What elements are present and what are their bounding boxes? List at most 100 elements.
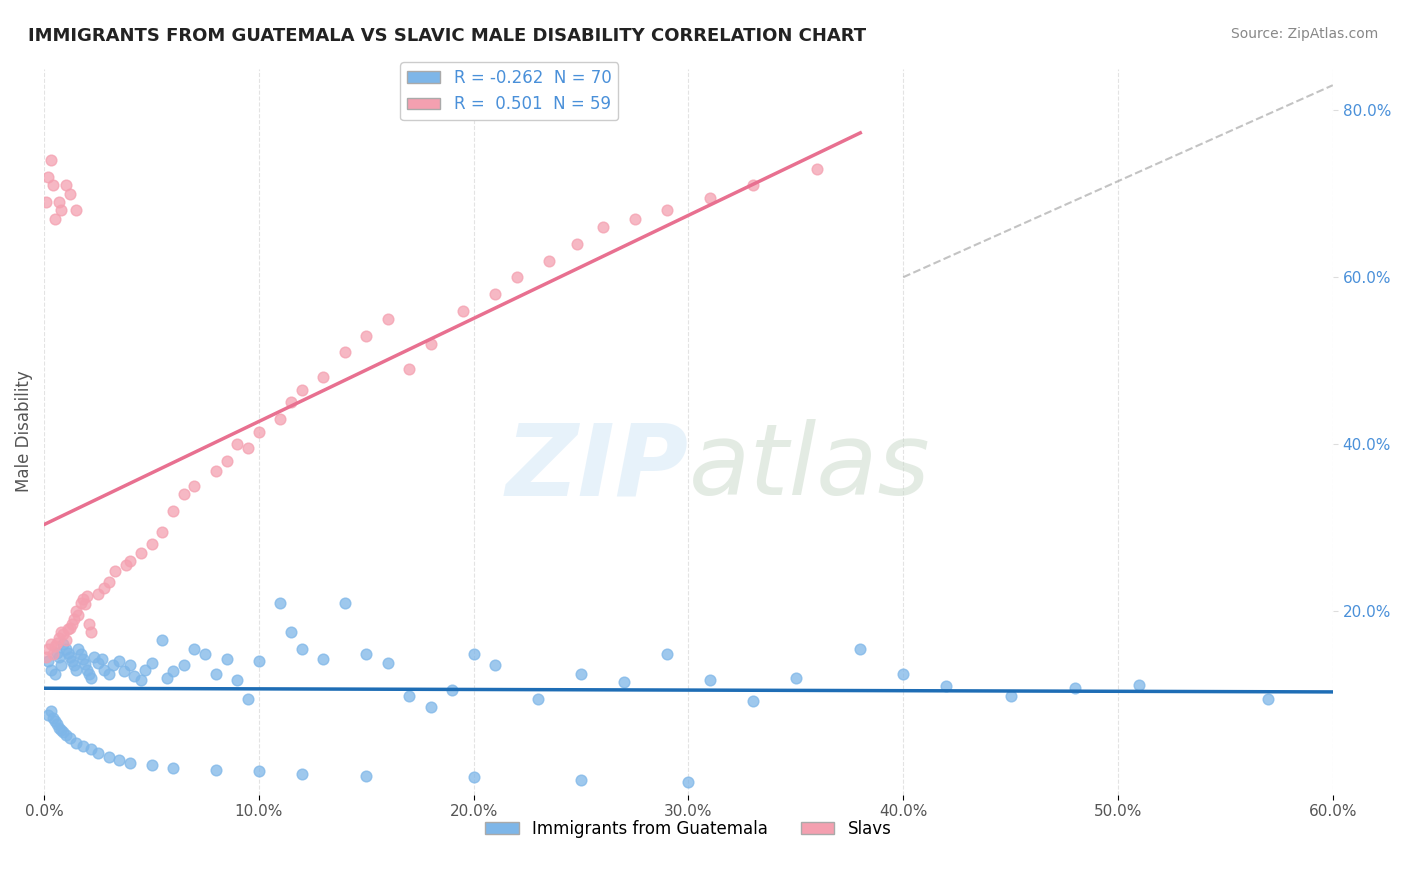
Point [377,656,399,670]
Point [162,664,184,678]
Point [205,666,228,681]
Point [205,464,228,478]
Point [269,596,291,610]
Point [51,658,73,673]
Point [226,673,249,687]
Point [162,761,184,775]
Point [52,725,75,739]
Point [236,691,259,706]
Point [655,203,678,218]
Point [505,270,527,285]
Point [44,666,66,681]
Point [39,663,62,677]
Point [849,641,872,656]
Point [44,639,66,653]
Point [806,161,828,176]
Point [48,650,70,665]
Point [333,345,356,359]
Point [1128,677,1150,691]
Point [69,648,91,662]
Point [312,370,335,384]
Point [741,178,763,193]
Point [46,716,69,731]
Point [463,770,485,784]
Point [134,663,156,677]
Point [59,731,82,745]
Point [67,641,90,656]
Point [451,303,474,318]
Point [72,652,94,666]
Point [280,624,302,639]
Point [44,714,66,729]
Point [194,648,217,662]
Point [76,589,98,603]
Point [150,633,173,648]
Text: IMMIGRANTS FROM GUATEMALA VS SLAVIC MALE DISABILITY CORRELATION CHART: IMMIGRANTS FROM GUATEMALA VS SLAVIC MALE… [28,27,866,45]
Point [1257,691,1279,706]
Text: ZIP: ZIP [505,419,689,516]
Point [356,328,378,343]
Point [67,608,90,623]
Point [150,524,173,539]
Point [935,679,957,693]
Point [93,663,115,677]
Point [312,652,335,666]
Point [87,656,110,670]
Point [59,186,82,201]
Point [215,652,238,666]
Point [76,663,98,677]
Point [59,621,82,635]
Point [44,211,66,226]
Point [72,591,94,606]
Point [741,694,763,708]
Point [93,581,115,595]
Point [569,666,592,681]
Point [60,616,83,631]
Point [527,691,550,706]
Point [48,631,70,645]
Point [46,636,69,650]
Point [91,652,114,666]
Point [377,312,399,326]
Point [87,587,110,601]
Point [35,650,58,665]
Point [39,704,62,718]
Point [463,648,485,662]
Point [101,658,124,673]
Point [247,425,270,439]
Point [1000,690,1022,704]
Point [569,772,592,787]
Point [83,650,105,665]
Point [162,504,184,518]
Point [226,437,249,451]
Point [55,728,77,742]
Point [56,623,79,637]
Point [97,666,120,681]
Point [63,658,86,673]
Point [37,641,59,656]
Point [65,736,87,750]
Point [77,616,100,631]
Point [141,656,163,670]
Text: atlas: atlas [689,419,931,516]
Point [108,753,131,767]
Point [291,641,314,656]
Point [73,657,96,671]
Point [419,700,441,714]
Point [97,750,120,764]
Point [80,624,103,639]
Point [77,666,100,681]
Point [80,741,103,756]
Point [97,574,120,589]
Point [484,658,506,673]
Y-axis label: Male Disability: Male Disability [15,371,32,492]
Point [236,442,259,456]
Point [183,479,205,493]
Point [87,746,110,760]
Point [48,721,70,735]
Point [398,690,420,704]
Point [80,671,103,685]
Point [247,654,270,668]
Point [269,412,291,426]
Point [37,708,59,723]
